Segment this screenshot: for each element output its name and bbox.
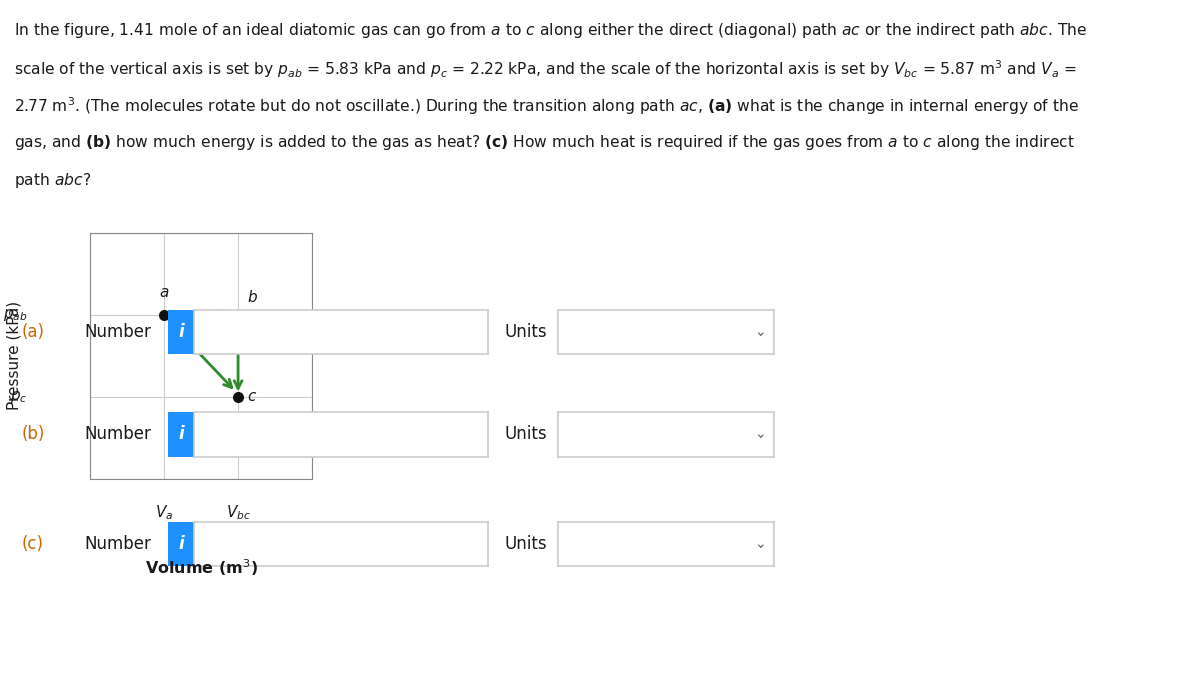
Text: $V_a$: $V_a$ bbox=[155, 503, 173, 522]
Text: i: i bbox=[179, 425, 184, 443]
Text: $p_c$: $p_c$ bbox=[11, 389, 28, 405]
Text: (a): (a) bbox=[22, 323, 44, 341]
Text: Number: Number bbox=[84, 323, 151, 341]
Text: Volume (m$^3$): Volume (m$^3$) bbox=[144, 557, 258, 578]
Text: i: i bbox=[179, 323, 184, 341]
Text: Pressure (kPa): Pressure (kPa) bbox=[7, 301, 22, 410]
Text: $V_{bc}$: $V_{bc}$ bbox=[226, 503, 251, 522]
Text: i: i bbox=[179, 535, 184, 553]
Text: (c): (c) bbox=[22, 535, 43, 553]
Text: $c$: $c$ bbox=[247, 389, 257, 404]
Text: Units: Units bbox=[504, 535, 547, 553]
Text: $p_{ab}$: $p_{ab}$ bbox=[4, 306, 28, 323]
Text: path $abc$?: path $abc$? bbox=[14, 171, 91, 190]
Text: $a$: $a$ bbox=[158, 285, 169, 300]
Text: (b): (b) bbox=[22, 425, 44, 443]
Text: In the figure, 1.41 mole of an ideal diatomic gas can go from $a$ to $c$ along e: In the figure, 1.41 mole of an ideal dia… bbox=[14, 21, 1087, 40]
Text: Units: Units bbox=[504, 323, 547, 341]
Text: scale of the vertical axis is set by $p_{ab}$ = 5.83 kPa and $p_c$ = 2.22 kPa, a: scale of the vertical axis is set by $p_… bbox=[14, 58, 1078, 80]
Text: $b$: $b$ bbox=[247, 289, 258, 304]
Text: ⌄: ⌄ bbox=[754, 428, 766, 441]
Text: gas, and $\mathbf{(b)}$ how much energy is added to the gas as heat? $\mathbf{(c: gas, and $\mathbf{(b)}$ how much energy … bbox=[14, 133, 1075, 153]
Text: Units: Units bbox=[504, 425, 547, 443]
Text: ⌄: ⌄ bbox=[754, 537, 766, 551]
Text: Number: Number bbox=[84, 535, 151, 553]
Text: ⌄: ⌄ bbox=[754, 325, 766, 339]
Text: 2.77 m$^3$. (The molecules rotate but do not oscillate.) During the transition a: 2.77 m$^3$. (The molecules rotate but do… bbox=[14, 96, 1079, 118]
Text: Number: Number bbox=[84, 425, 151, 443]
